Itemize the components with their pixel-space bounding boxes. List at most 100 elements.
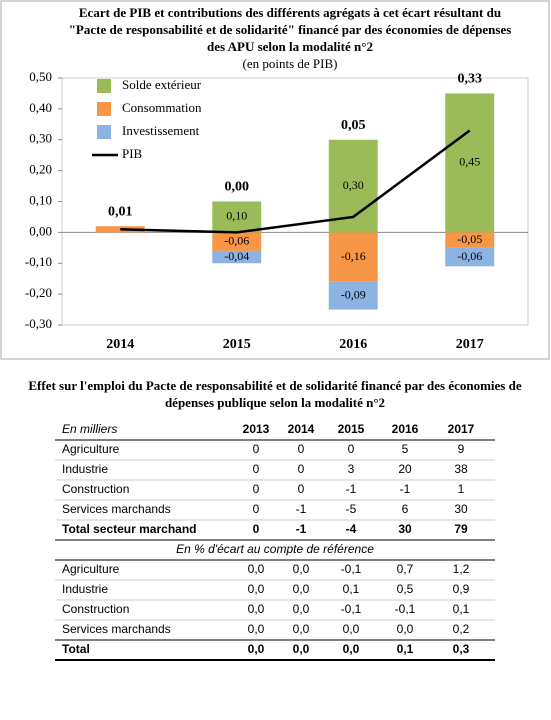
- row-label: Construction: [62, 602, 129, 616]
- cell: 0,1: [453, 602, 470, 616]
- table-title: Effet sur l'emploi du Pacte de responsab…: [28, 378, 522, 410]
- bar: [328, 281, 378, 310]
- data-label: -0,05: [457, 232, 482, 246]
- row-label: Agriculture: [62, 442, 120, 456]
- section-label: En % d'écart au compte de référence: [176, 542, 374, 556]
- row-label: Construction: [62, 482, 129, 496]
- chart-frame: [0, 0, 550, 360]
- bar: [445, 232, 495, 248]
- bar: [445, 93, 495, 233]
- cell: 30: [398, 522, 412, 536]
- y-tick-label: 0,10: [29, 192, 52, 207]
- cell: 0,1: [397, 642, 414, 656]
- cell: 0,3: [453, 642, 470, 656]
- legend-label: PIB: [122, 146, 143, 161]
- cell: 20: [398, 462, 412, 476]
- cell: 0,1: [343, 582, 360, 596]
- cell: 0,0: [248, 562, 265, 576]
- cell: 0: [298, 442, 305, 456]
- x-tick-label: 2014: [106, 337, 134, 352]
- chart-subtitle: (en points de PIB): [242, 56, 338, 71]
- data-label: 0,45: [459, 155, 480, 169]
- cell: 0: [253, 482, 260, 496]
- cell: 0: [298, 482, 305, 496]
- row-label: Agriculture: [62, 562, 120, 576]
- cell: 1,2: [453, 562, 470, 576]
- legend-swatch: [97, 102, 111, 116]
- bar: [212, 250, 262, 264]
- cell: 0: [298, 462, 305, 476]
- y-tick-label: 0,00: [29, 223, 52, 238]
- y-tick-label: 0,30: [29, 131, 52, 146]
- cell: -1: [400, 482, 411, 496]
- cell: -1: [296, 502, 307, 516]
- row-label: Industrie: [62, 462, 108, 476]
- cell: 2014: [288, 422, 315, 436]
- cell: 79: [454, 522, 468, 536]
- row-label: En milliers: [62, 422, 117, 436]
- chart-title: Ecart de PIB et contributions des différ…: [68, 5, 512, 54]
- cell: 0,0: [248, 602, 265, 616]
- cell: -0,1: [395, 602, 416, 616]
- row-label: Services marchands: [62, 502, 171, 516]
- data-label: -0,09: [341, 287, 366, 301]
- line-label: 0,01: [108, 204, 133, 219]
- line-label: 0,33: [458, 72, 483, 87]
- cell: 2016: [392, 422, 419, 436]
- bar: [445, 247, 495, 267]
- cell: -4: [346, 522, 357, 536]
- cell: 0: [253, 522, 260, 536]
- y-tick-label: 0,40: [29, 100, 52, 115]
- data-label: -0,06: [457, 249, 482, 263]
- cell: -0,1: [341, 562, 362, 576]
- y-tick-label: -0,20: [25, 285, 52, 300]
- line-label: 0,00: [225, 180, 250, 195]
- bar: [212, 201, 262, 233]
- cell: 5: [402, 442, 409, 456]
- cell: 0: [253, 462, 260, 476]
- cell: -1: [296, 522, 307, 536]
- cell: 6: [402, 502, 409, 516]
- y-tick-label: -0,10: [25, 254, 52, 269]
- cell: 0,0: [343, 622, 360, 636]
- line-label: 0,05: [341, 118, 366, 133]
- x-tick-label: 2017: [456, 337, 484, 352]
- cell: 0,0: [293, 582, 310, 596]
- cell: 0,0: [248, 622, 265, 636]
- bar: [328, 232, 378, 282]
- cell: 0,0: [293, 562, 310, 576]
- bar: [212, 232, 262, 251]
- cell: 9: [458, 442, 465, 456]
- cell: 0,0: [293, 642, 310, 656]
- cell: 30: [454, 502, 468, 516]
- x-tick-label: 2016: [339, 337, 367, 352]
- x-tick-label: 2015: [223, 337, 251, 352]
- cell: 0,0: [293, 622, 310, 636]
- legend-label: Investissement: [122, 123, 200, 138]
- cell: 0,0: [248, 582, 265, 596]
- cell: 2017: [448, 422, 475, 436]
- row-label: Total secteur marchand: [62, 522, 196, 536]
- table: En milliers 20 1 3 2014 2015 2016 2017 Agricultu…: [55, 422, 495, 661]
- cell: 3: [348, 462, 355, 476]
- cell: -1: [346, 482, 357, 496]
- page: {"chart_data": {"type": "bar", "stacked"…: [0, 0, 550, 661]
- cell: 2015: [338, 422, 365, 436]
- data-label: 0,30: [343, 178, 364, 192]
- y-tick-label: 0,20: [29, 162, 52, 177]
- legend-swatch: [97, 79, 111, 93]
- cell: 1: [458, 482, 465, 496]
- legend-swatch: [97, 125, 111, 139]
- cell: 0: [348, 442, 355, 456]
- row-label: Industrie: [62, 582, 108, 596]
- cell: -0,1: [341, 602, 362, 616]
- cell: 0,0: [293, 602, 310, 616]
- row-label: Services marchands: [62, 622, 171, 636]
- data-label: 0,10: [226, 209, 247, 223]
- cell: 0,9: [453, 582, 470, 596]
- cell: 0,2: [453, 622, 470, 636]
- cell: -5: [346, 502, 357, 516]
- cell: 0,0: [343, 642, 360, 656]
- cell: 0,7: [397, 562, 414, 576]
- line: [120, 129, 471, 234]
